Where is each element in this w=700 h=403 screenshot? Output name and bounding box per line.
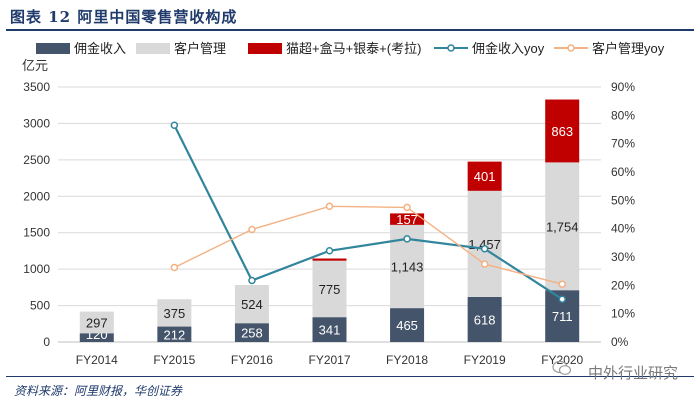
x-tick-label: FY2018 (386, 353, 428, 367)
bar-value-label: 401 (474, 169, 496, 184)
bar-1 (467, 296, 502, 342)
bar-value-label: 775 (319, 282, 341, 297)
y-axis-title: 亿元 (22, 58, 48, 73)
y2-tick-label: 10% (611, 307, 635, 321)
line-point (325, 247, 334, 255)
bar-value-label: 212 (164, 327, 186, 342)
y-tick-label: 1000 (23, 262, 50, 276)
x-tick-label: FY2020 (541, 353, 583, 367)
wechat-icon (552, 360, 572, 375)
bar-value-label: 465 (396, 318, 418, 333)
y2-tick-label: 40% (611, 222, 635, 236)
bar-1 (157, 326, 192, 342)
y-tick-label: 1500 (23, 226, 50, 240)
legend-marker (447, 44, 455, 52)
revenue-composition-chart: 0 500 1000 1500 2000 2500 3000 3500 0% 10% 20% 30% 4… (22, 41, 665, 367)
bar-2 (545, 162, 580, 291)
bar-value-label: 1,754 (546, 219, 579, 234)
line-point (480, 245, 489, 253)
x-tick-label: FY2017 (308, 353, 350, 367)
line-point (325, 202, 334, 211)
report-footer: 资料来源：阿里财报，华创证券 中外行业研究 (0, 360, 700, 403)
figure-title: 图表 12 阿里中国零售营收构成 (10, 8, 238, 26)
line-point (403, 235, 411, 243)
y-tick-label: 2500 (23, 153, 50, 167)
bar-value-label: 157 (396, 212, 418, 227)
bar-value-label: 1,143 (391, 259, 424, 274)
line-point (248, 225, 256, 234)
line-point (170, 263, 179, 272)
legend-label: 佣金收入 (74, 41, 126, 56)
bar-2 (312, 260, 347, 318)
bar-value-label: 618 (474, 312, 496, 327)
legend-label: 客户管理yoy (592, 41, 665, 56)
y2-tick-label: 80% (611, 108, 635, 122)
y-tick-label: 0 (43, 335, 50, 349)
line-point (558, 280, 566, 288)
bar-3 (390, 213, 425, 225)
line-point (170, 121, 179, 129)
bar-3 (312, 258, 347, 261)
report-header: 图表 12 阿里中国零售营收构成 (0, 0, 700, 31)
bar-2 (467, 190, 502, 297)
line-series-1 (173, 124, 563, 301)
y2-tick-label: 30% (611, 250, 635, 264)
footer-rule (6, 376, 694, 377)
y2-tick-label: 20% (611, 278, 635, 292)
axes: 0 500 1000 1500 2000 2500 3000 3500 0% 10% 20% 30% 4… (22, 58, 635, 367)
bar-value-label: 375 (164, 306, 186, 321)
legend-swatch (36, 43, 70, 54)
bar-2 (234, 285, 269, 324)
y-tick-label: 2000 (23, 189, 50, 203)
bar-2 (79, 311, 114, 334)
legend-marker (567, 44, 575, 52)
bar-3 (467, 161, 502, 191)
bar-value-label: 258 (241, 326, 263, 341)
bar-value-label: 297 (86, 316, 108, 331)
legend-swatch (136, 43, 170, 54)
y2-tick-label: 70% (611, 137, 635, 151)
bar-1 (234, 323, 269, 342)
y2-tick-label: 60% (611, 165, 635, 179)
y2-tick-label: 0% (611, 335, 629, 349)
bar-3 (545, 99, 580, 163)
bar-1 (312, 317, 347, 342)
header-rule (6, 29, 694, 31)
x-tick-label: FY2014 (76, 353, 118, 367)
bar-value-label: 524 (241, 297, 263, 312)
line-point (558, 295, 566, 303)
y-tick-label: 3000 (23, 116, 50, 130)
x-tick-label: FY2016 (231, 353, 273, 367)
legend-swatch (248, 43, 282, 54)
y2-tick-label: 90% (611, 80, 635, 94)
line-point (403, 203, 411, 212)
legend: 佣金收入 客户管理 猫超+盒马+银泰+(考拉) 佣金收入yoy 客户管理yoy (36, 41, 665, 56)
x-tick-label: FY2019 (464, 353, 506, 367)
legend-label: 佣金收入yoy (472, 41, 545, 56)
x-tick-label: FY2015 (153, 353, 195, 367)
line-series (170, 121, 566, 303)
y-tick-label: 3500 (23, 80, 50, 94)
bar-value-label: 341 (319, 323, 341, 338)
bar-1 (390, 308, 425, 342)
bar-2 (157, 299, 192, 327)
line-point (248, 276, 256, 285)
watermark: 中外行业研究 (587, 365, 678, 382)
source-note: 资料来源：阿里财报，华创证券 (14, 384, 183, 398)
legend-label: 猫超+盒马+银泰+(考拉) (286, 41, 421, 56)
y-tick-label: 500 (30, 299, 50, 313)
bar-value-label: 711 (552, 309, 573, 324)
bar-value-label: 863 (551, 124, 573, 139)
line-series-2 (174, 205, 563, 285)
legend-label: 客户管理 (174, 41, 226, 56)
y2-tick-label: 50% (611, 193, 635, 207)
line-point (480, 260, 489, 268)
bar-series: 1202972123752585243417754651,1431576181,… (79, 99, 580, 342)
bar-1 (79, 333, 114, 342)
